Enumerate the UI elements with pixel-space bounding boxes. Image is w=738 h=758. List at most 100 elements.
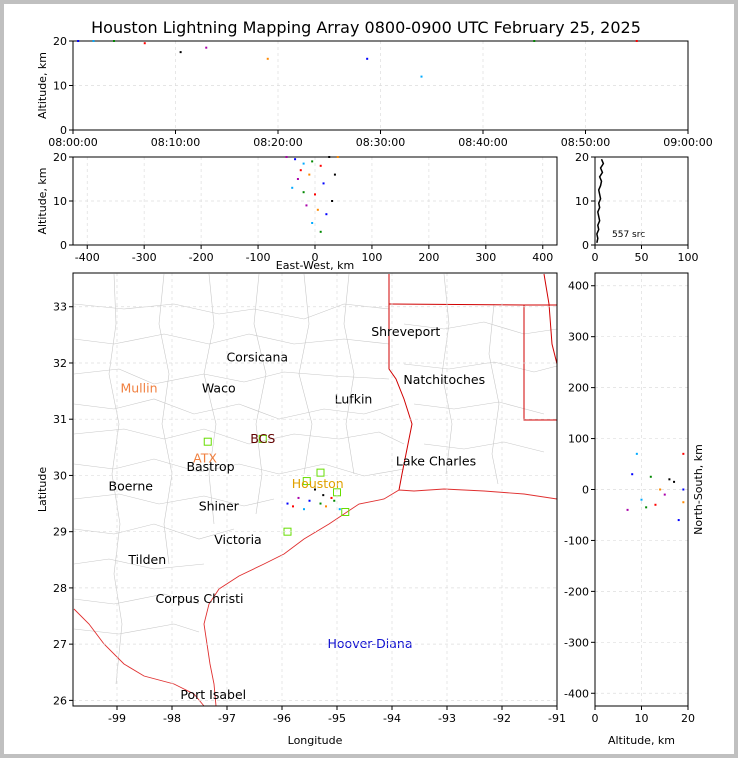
source-point bbox=[205, 46, 208, 49]
x-tick-label: -97 bbox=[218, 712, 236, 725]
x-tick-label: 50 bbox=[635, 251, 649, 264]
x-tick-label: 08:50:00 bbox=[561, 136, 610, 149]
source-point bbox=[296, 178, 299, 180]
grid-lines bbox=[73, 273, 558, 706]
y-tick-label: 300 bbox=[568, 331, 589, 344]
x-tick-label: -91 bbox=[548, 712, 566, 725]
station-marker bbox=[341, 507, 350, 516]
x-tick-label: 08:10:00 bbox=[151, 136, 200, 149]
source-point bbox=[659, 488, 662, 491]
source-point bbox=[626, 508, 629, 511]
x-tick-label: -300 bbox=[132, 251, 157, 264]
city-label: Boerne bbox=[109, 479, 154, 494]
x-tick-label: -98 bbox=[163, 712, 181, 725]
y-tick-label: 10 bbox=[53, 195, 67, 208]
x-tick-label: -95 bbox=[328, 712, 346, 725]
grid-lines bbox=[72, 40, 689, 131]
source-point bbox=[673, 480, 676, 483]
y-tick-label: 200 bbox=[568, 382, 589, 395]
y-tick-label: 0 bbox=[582, 484, 589, 497]
city-label: Lufkin bbox=[335, 392, 373, 407]
source-point bbox=[285, 156, 288, 158]
y-tick-label: 27 bbox=[53, 638, 67, 651]
source-point bbox=[292, 505, 294, 508]
y-tick-label: 20 bbox=[575, 151, 589, 164]
x-tick-label: 08:40:00 bbox=[458, 136, 507, 149]
coastline bbox=[73, 488, 558, 707]
city-label: Hoover-Diana bbox=[328, 636, 413, 651]
source-point bbox=[420, 75, 423, 78]
y-tick-label: 31 bbox=[53, 413, 67, 426]
source-count-label: 557 src bbox=[612, 230, 645, 240]
source-point bbox=[302, 191, 305, 194]
x-tick-label: -100 bbox=[246, 251, 271, 264]
x-tick-label: 0 bbox=[592, 712, 599, 725]
x-tick-label: 10 bbox=[635, 712, 649, 725]
source-point bbox=[328, 156, 331, 158]
city-label: Corpus Christi bbox=[155, 591, 243, 606]
city-label: Victoria bbox=[214, 532, 261, 547]
city-label: Shiner bbox=[199, 498, 240, 513]
x-tick-label: 200 bbox=[418, 251, 439, 264]
panel-frame bbox=[594, 156, 689, 246]
y-tick-label: 28 bbox=[53, 582, 67, 595]
x-tick-label: 08:00:00 bbox=[48, 136, 97, 149]
source-point bbox=[336, 156, 339, 158]
source-point bbox=[331, 200, 334, 202]
source-point bbox=[338, 508, 341, 511]
station-marker bbox=[302, 477, 311, 486]
x-tick-label: 08:30:00 bbox=[356, 136, 405, 149]
source-point bbox=[314, 193, 316, 196]
source-point bbox=[631, 473, 634, 476]
y-tick-label: 400 bbox=[568, 280, 589, 293]
source-point bbox=[682, 452, 685, 455]
x-tick-label: -200 bbox=[189, 251, 214, 264]
source-point bbox=[682, 488, 685, 491]
y-tick-label: 0 bbox=[582, 239, 589, 252]
grid-lines bbox=[73, 156, 557, 246]
source-point bbox=[325, 213, 328, 216]
source-point bbox=[308, 499, 311, 502]
lma-figure: Houston Lightning Mapping Array 0800-090… bbox=[36, 18, 713, 747]
source-point bbox=[92, 40, 95, 42]
y-axis-label: Altitude, km bbox=[36, 52, 49, 119]
source-point bbox=[303, 508, 305, 511]
x-tick-label: -99 bbox=[108, 712, 126, 725]
y-tick-label: 29 bbox=[53, 526, 67, 539]
source-point bbox=[179, 51, 182, 54]
source-point bbox=[266, 57, 269, 60]
source-point bbox=[286, 502, 289, 505]
x-tick-label: 400 bbox=[532, 251, 553, 264]
eastwest-altitude-panel: -400 -300 -200 -100 0 100 200 300 400 0 10 20 East-W… bbox=[36, 151, 558, 272]
panel-frame bbox=[594, 272, 689, 707]
x-axis-label: Altitude, km bbox=[608, 734, 675, 747]
source-point bbox=[635, 40, 638, 42]
source-point bbox=[640, 498, 643, 501]
source-point bbox=[322, 494, 325, 497]
plan-view-panel: Shreveport Corsicana Natchitoches Mullin Wac… bbox=[36, 272, 566, 747]
panel-frame bbox=[72, 156, 558, 246]
x-tick-label: -94 bbox=[383, 712, 401, 725]
y-tick-label: 32 bbox=[53, 357, 67, 370]
x-tick-label: 09:00:00 bbox=[663, 136, 712, 149]
y-tick-label: 33 bbox=[53, 301, 67, 314]
figure-frame: Houston Lightning Mapping Array 0800-090… bbox=[4, 4, 734, 754]
source-point bbox=[319, 164, 322, 167]
source-point bbox=[299, 169, 302, 172]
source-point bbox=[113, 40, 115, 42]
city-label: Shreveport bbox=[371, 324, 440, 339]
source-point bbox=[322, 182, 325, 185]
source-point bbox=[330, 496, 333, 499]
source-point bbox=[325, 505, 327, 508]
altitude-northsouth-panel: 0 10 20 -400 -300 -200 -100 0 100 200 300 400 Altitu… bbox=[564, 272, 705, 747]
source-point bbox=[316, 208, 319, 211]
x-tick-label: -96 bbox=[273, 712, 291, 725]
source-point bbox=[333, 173, 336, 176]
city-labels: Shreveport Corsicana Natchitoches Mullin Wac… bbox=[109, 324, 486, 702]
city-label: ATX bbox=[193, 451, 217, 466]
city-label: Bastrop bbox=[186, 459, 234, 474]
x-tick-label: 300 bbox=[475, 251, 496, 264]
y-tick-label: 10 bbox=[575, 195, 589, 208]
city-label: Mullin bbox=[120, 380, 157, 395]
station-marker bbox=[316, 468, 325, 477]
